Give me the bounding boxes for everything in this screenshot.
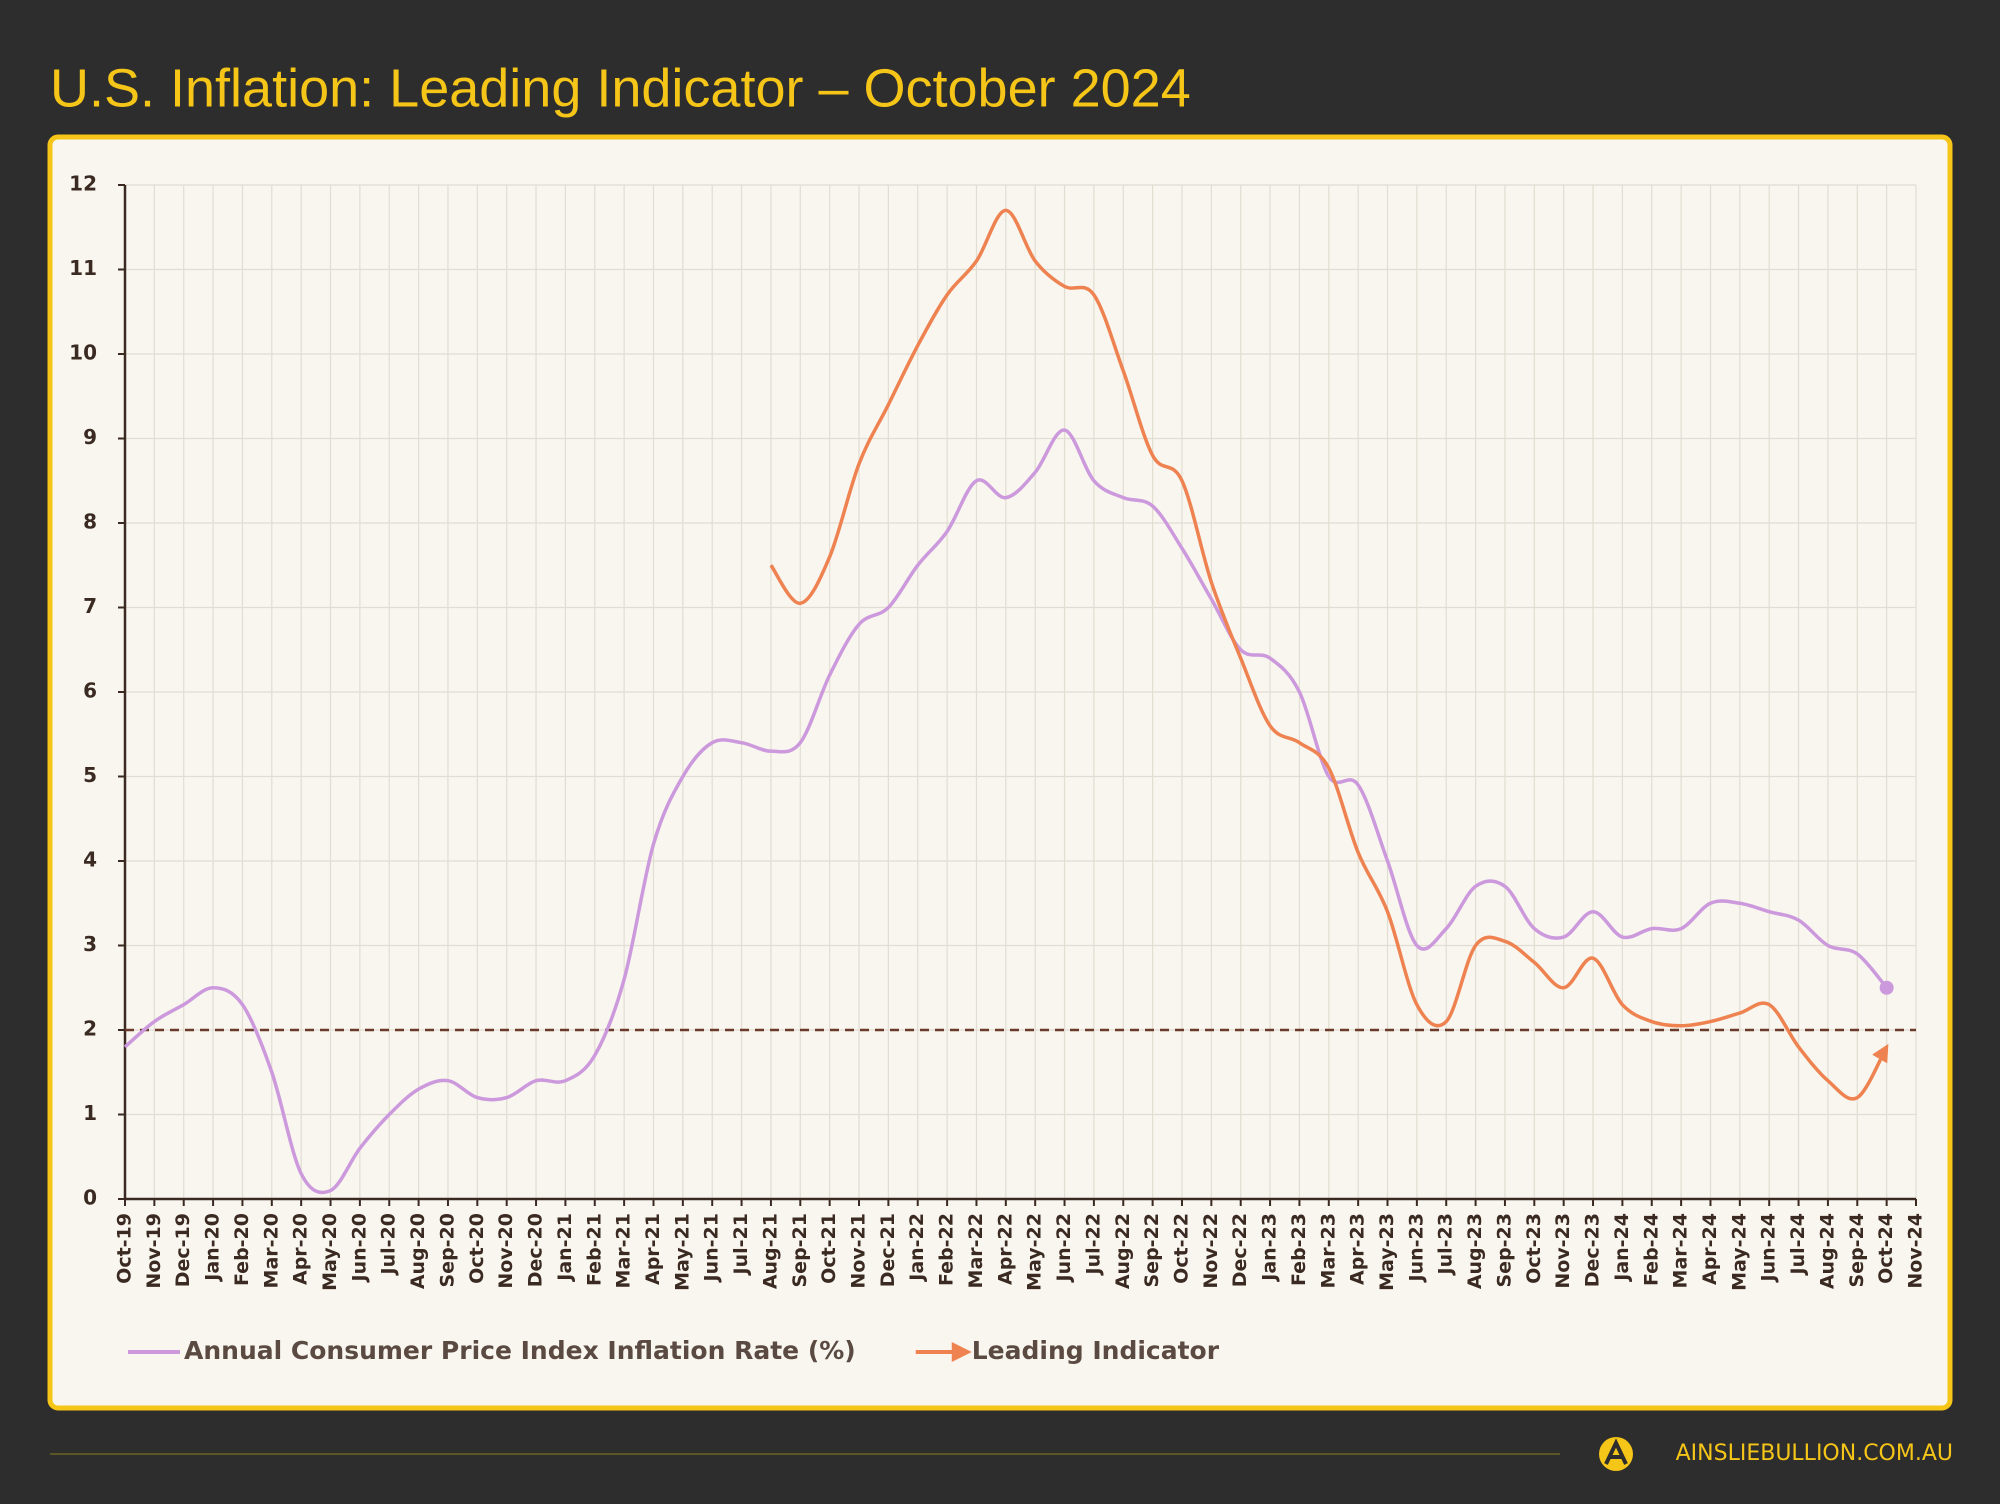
plot: Oct-19 Nov-19 Dec-19 Jan-20 Feb-20 Mar-20 Apr-… [69,172,1926,1366]
x-tick-label: Nov-24 [1905,1213,1927,1289]
x-tick-label: Feb-22 [936,1213,958,1286]
x-tick-label: Feb-23 [1288,1213,1310,1286]
x-tick-label: Jun-22 [1053,1213,1075,1283]
chart-title: U.S. Inflation: Leading Indicator – Octo… [50,58,1191,118]
x-tick-label: Oct-19 [114,1213,136,1284]
x-tick-label: Apr-23 [1347,1213,1369,1285]
logo [1599,1437,1633,1471]
x-tick-label: Dec-19 [172,1213,194,1287]
y-tick-label: 11 [69,256,97,280]
x-tick-label: Mar-21 [613,1213,635,1288]
x-tick-label: Oct-21 [818,1213,840,1284]
series-line [123,428,1888,1195]
x-tick-label: Dec-21 [877,1213,899,1287]
y-tick-label: 12 [69,172,97,196]
y-tick-label: 9 [83,425,97,449]
x-tick-label: Jun-20 [348,1213,370,1283]
x-tick-label: May-24 [1728,1213,1750,1291]
y-tick-label: 8 [83,510,97,534]
y-tick-label: 6 [83,679,97,703]
x-tick-label: Oct-23 [1523,1213,1545,1284]
x-tick-label: Oct-22 [1170,1213,1192,1284]
x-tick-label: Jun-23 [1405,1213,1427,1283]
legend-label: Leading Indicator [972,1336,1220,1365]
series-line [769,208,1889,1101]
footer-site: AINSLIEBULLION.COM.AU [1676,1441,1953,1466]
x-tick-label: Sep-20 [436,1213,458,1288]
legend-label: Annual Consumer Price Index Inflation Ra… [184,1336,856,1365]
x-tick-label: Sep-21 [789,1213,811,1288]
y-tick-label: 4 [83,848,97,872]
x-tick-label: Apr-22 [994,1213,1016,1285]
x-tick-label: Jun-21 [701,1213,723,1283]
x-tick-label: Dec-22 [1229,1213,1251,1287]
x-tick-label: May-21 [671,1213,693,1291]
x-tick-label: Jul-22 [1082,1213,1104,1276]
y-tick-label: 1 [83,1101,97,1125]
y-tick-label: 7 [83,594,97,618]
x-tick-label: Sep-22 [1141,1213,1163,1288]
x-tick-label: Jan-22 [906,1213,928,1283]
x-tick-label: Jul-24 [1787,1213,1809,1276]
x-tick-label: Feb-20 [231,1213,253,1286]
x-tick-label: Nov-21 [848,1213,870,1289]
x-tick-label: Sep-24 [1846,1213,1868,1288]
end-point [1879,980,1894,995]
x-tick-label: Jan-24 [1611,1213,1633,1283]
x-tick-label: Jul-23 [1435,1213,1457,1276]
x-tick-label: Aug-20 [407,1213,429,1289]
x-tick-label: Nov-22 [1200,1213,1222,1289]
x-tick-label: Oct-24 [1875,1213,1897,1284]
x-tick-label: Sep-23 [1493,1213,1515,1288]
x-tick-label: Jun-24 [1758,1213,1780,1283]
x-tick-label: Feb-21 [583,1213,605,1286]
x-tick-label: Aug-23 [1464,1213,1486,1289]
x-tick-label: Nov-19 [143,1213,165,1289]
x-tick-label: Nov-20 [495,1213,517,1289]
x-tick-label: Dec-23 [1582,1213,1604,1287]
x-tick-label: Jan-23 [1259,1213,1281,1283]
x-tick-label: Aug-22 [1112,1213,1134,1289]
y-tick-label: 3 [83,932,97,956]
x-tick-label: Jul-20 [378,1213,400,1276]
x-tick-label: Feb-24 [1640,1213,1662,1286]
x-tick-label: Apr-21 [642,1213,664,1285]
x-tick-label: Jan-21 [554,1213,576,1283]
x-tick-label: Mar-20 [260,1213,282,1288]
x-tick-label: Oct-20 [466,1213,488,1284]
x-tick-label: Dec-20 [525,1213,547,1287]
x-tick-label: May-20 [319,1213,341,1291]
x-tick-label: May-23 [1376,1213,1398,1291]
x-tick-label: Apr-24 [1699,1213,1721,1285]
x-tick-label: Mar-24 [1670,1213,1692,1288]
x-tick-label: Mar-22 [965,1213,987,1288]
x-tick-label: Mar-23 [1317,1213,1339,1288]
y-tick-label: 2 [83,1017,97,1041]
x-tick-label: May-22 [1024,1213,1046,1291]
x-tick-label: Aug-21 [759,1213,781,1289]
x-tick-label: Aug-24 [1816,1213,1838,1289]
x-tick-label: Jan-20 [202,1213,224,1283]
y-tick-label: 10 [69,341,97,365]
y-tick-label: 5 [83,763,97,787]
x-tick-label: Apr-20 [290,1213,312,1285]
x-tick-label: Nov-23 [1552,1213,1574,1289]
x-tick-label: Jul-21 [730,1213,752,1276]
y-tick-label: 0 [83,1186,97,1210]
